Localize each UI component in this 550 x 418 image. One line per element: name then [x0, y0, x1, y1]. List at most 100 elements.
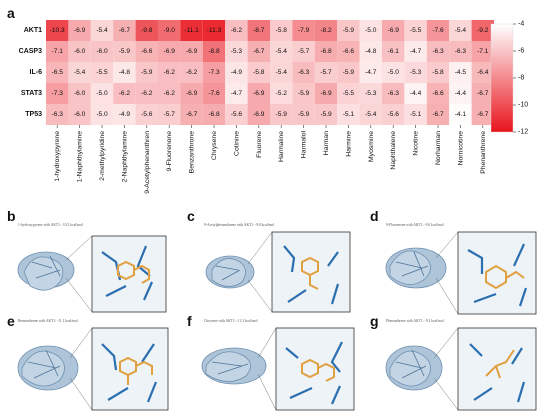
heatmap-cell — [180, 41, 203, 62]
heatmap-cell — [225, 83, 248, 104]
cell-value-label: -4.4 — [410, 90, 422, 97]
cell-value-label: -5.9 — [298, 111, 310, 118]
heatmap-cell — [314, 104, 338, 125]
colorbar-tick-label: -10 — [518, 102, 528, 109]
cell-value-label: -6.0 — [74, 48, 86, 55]
heatmap-cell — [158, 62, 181, 83]
heatmap-cell — [180, 104, 203, 125]
protein-ribbon — [205, 255, 255, 289]
heatmap-cell — [449, 62, 472, 83]
heatmap-cell — [382, 20, 405, 41]
heatmap-cell — [225, 104, 248, 125]
heatmap-cell — [68, 83, 91, 104]
heatmap-cell — [247, 62, 270, 83]
heatmap-cell — [359, 20, 382, 41]
column-label: Fluorene — [256, 131, 263, 158]
cell-value-label: -5.8 — [432, 69, 444, 76]
heatmap-cell — [135, 41, 158, 62]
cell-value-label: -5.8 — [253, 69, 265, 76]
heatmap-cell — [113, 83, 136, 104]
cell-value-label: -6.7 — [477, 90, 489, 97]
docking-panel-b: 1-hydroxypyrene with AKT1: -10.3 kcal/mo… — [6, 222, 176, 317]
cell-value-label: -5.3 — [231, 48, 243, 55]
heatmap-cell — [113, 41, 136, 62]
cell-value-label: -6.8 — [208, 111, 220, 118]
cell-value-label: -6.3 — [432, 48, 444, 55]
heatmap-cell — [292, 104, 315, 125]
cell-value-label: -5.4 — [276, 48, 288, 55]
cell-value-label: -6.3 — [298, 69, 310, 76]
heatmap-cell — [292, 62, 315, 83]
cell-value-label: -5.9 — [119, 48, 131, 55]
column-label: Norharman — [435, 131, 442, 165]
heatmap-cell — [337, 41, 360, 62]
heatmap-cell — [426, 62, 450, 83]
cell-value-label: -11.1 — [184, 27, 199, 34]
protein-ribbon — [385, 247, 447, 289]
cell-value-label: -6.1 — [388, 48, 400, 55]
column-label: Nornicotine — [457, 131, 464, 166]
column-label: Harmalol — [301, 131, 308, 159]
cell-value-label: -5.2 — [276, 90, 288, 97]
cell-value-label: -8.7 — [253, 27, 265, 34]
cell-value-label: -6.0 — [74, 111, 86, 118]
cell-value-label: -5.4 — [276, 69, 288, 76]
cell-value-label: -9.8 — [141, 27, 153, 34]
cell-value-label: -6.9 — [388, 27, 400, 34]
heatmap-cell — [247, 20, 270, 41]
heatmap-cell — [359, 41, 382, 62]
heatmap-cell — [449, 83, 472, 104]
cell-value-label: -5.3 — [365, 90, 377, 97]
cell-value-label: -6.6 — [141, 48, 153, 55]
docking-image-g — [385, 327, 537, 411]
column-label: Naphthalene — [390, 131, 397, 170]
heatmap-cell — [471, 83, 494, 104]
heatmap-cell — [247, 41, 270, 62]
cell-value-label: -5.7 — [298, 48, 310, 55]
heatmap-cell — [426, 41, 450, 62]
docking-caption-f: Chrysene with AKT1: -11.3 kcal/mol — [204, 319, 258, 323]
heatmap-cell — [270, 41, 293, 62]
heatmap-cell — [180, 62, 203, 83]
cell-value-label: -6.9 — [253, 111, 265, 118]
cell-value-label: -6.6 — [343, 48, 355, 55]
panel-letter-c: c — [187, 208, 195, 224]
cell-value-label: -5.9 — [343, 69, 355, 76]
column-label: Benzanthrone — [189, 131, 196, 174]
cell-value-label: -11.3 — [207, 27, 222, 34]
heatmap-cell — [471, 62, 494, 83]
heatmap-cell — [404, 83, 427, 104]
cell-value-label: -7.1 — [477, 48, 489, 55]
cell-value-label: -6.7 — [253, 48, 265, 55]
cell-value-label: -5.9 — [320, 111, 332, 118]
heatmap-cell — [68, 62, 91, 83]
row-label: AKT1 — [24, 27, 42, 34]
heatmap-cell — [314, 83, 338, 104]
heatmap-cell — [449, 20, 472, 41]
heatmap-cell — [46, 62, 69, 83]
cell-value-label: -5.1 — [343, 111, 355, 118]
heatmap-cell — [337, 20, 360, 41]
heatmap-cell — [314, 41, 338, 62]
heatmap-cell — [337, 104, 360, 125]
docking-panel-f: Chrysene with AKT1: -11.3 kcal/mol — [192, 318, 362, 413]
docking-caption-c: 9-Acetylphenanthrene with AKT1: -9.8 kca… — [204, 223, 275, 227]
cell-value-label: -5.4 — [365, 111, 377, 118]
cell-value-label: -5.0 — [96, 111, 108, 118]
cell-value-label: -7.6 — [432, 27, 444, 34]
cell-value-label: -6.9 — [164, 48, 176, 55]
heatmap-cell — [225, 41, 248, 62]
cell-value-label: -5.4 — [96, 27, 108, 34]
cell-value-label: -4.8 — [119, 69, 131, 76]
heatmap-cell — [135, 83, 158, 104]
heatmap-cell — [292, 41, 315, 62]
heatmap-cell — [449, 41, 472, 62]
cell-value-label: -10.3 — [50, 27, 65, 34]
ligand-sticks — [119, 356, 153, 385]
cell-value-label: -6.2 — [164, 90, 176, 97]
heatmap-cell — [225, 62, 248, 83]
column-label: 1-hydroxypyrene — [54, 131, 61, 182]
docking-caption-g: Phenanthrene with AKT1: -9.2 kcal/mol — [386, 319, 444, 323]
heatmap-cell — [292, 20, 315, 41]
heatmap-cell — [314, 20, 338, 41]
